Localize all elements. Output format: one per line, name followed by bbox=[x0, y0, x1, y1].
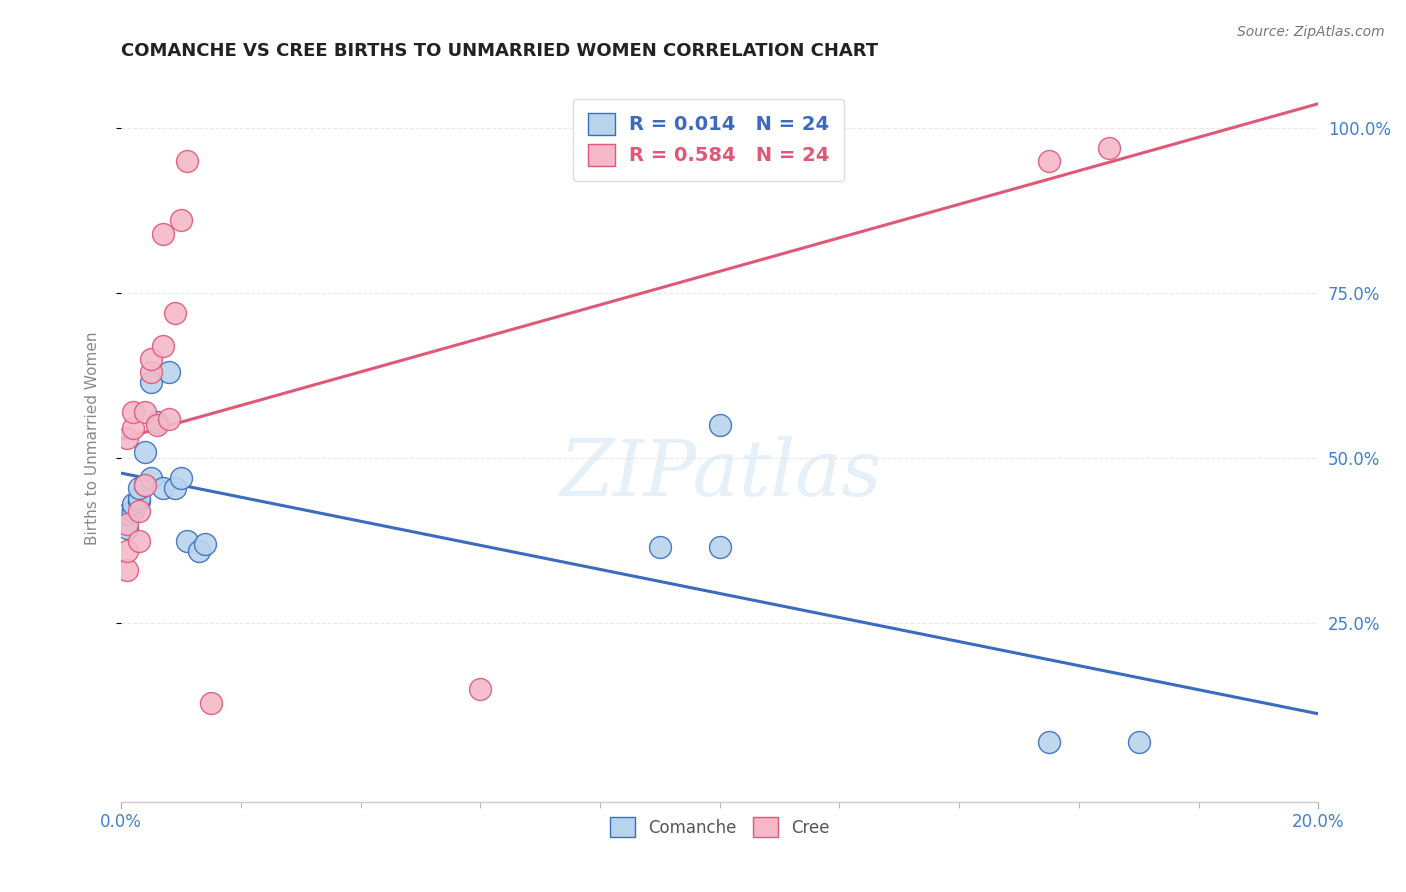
Point bbox=[115, 564, 138, 578]
Legend: Comanche, Cree: Comanche, Cree bbox=[603, 811, 837, 844]
Point bbox=[152, 227, 174, 241]
Point bbox=[139, 352, 162, 367]
Point bbox=[709, 541, 731, 555]
Point bbox=[170, 213, 193, 227]
Point bbox=[122, 421, 145, 435]
Text: ZIPatlas: ZIPatlas bbox=[558, 436, 882, 513]
Point bbox=[152, 481, 174, 495]
Y-axis label: Births to Unmarried Women: Births to Unmarried Women bbox=[86, 332, 100, 545]
Point bbox=[134, 444, 156, 458]
Point bbox=[157, 411, 180, 425]
Point bbox=[115, 543, 138, 558]
Point bbox=[163, 481, 186, 495]
Text: COMANCHE VS CREE BIRTHS TO UNMARRIED WOMEN CORRELATION CHART: COMANCHE VS CREE BIRTHS TO UNMARRIED WOM… bbox=[121, 42, 879, 60]
Point bbox=[648, 141, 671, 155]
Point bbox=[1038, 735, 1060, 749]
Point bbox=[128, 533, 150, 548]
Point bbox=[139, 471, 162, 485]
Point bbox=[139, 376, 162, 390]
Point bbox=[115, 517, 138, 532]
Point bbox=[1038, 154, 1060, 169]
Point bbox=[134, 477, 156, 491]
Point bbox=[128, 481, 150, 495]
Point bbox=[170, 471, 193, 485]
Point bbox=[134, 477, 156, 491]
Point bbox=[134, 405, 156, 419]
Point bbox=[128, 494, 150, 508]
Point bbox=[176, 533, 198, 548]
Point bbox=[115, 508, 138, 522]
Point bbox=[163, 306, 186, 320]
Point bbox=[146, 418, 169, 433]
Point bbox=[1128, 735, 1150, 749]
Point bbox=[1098, 141, 1121, 155]
Point bbox=[128, 504, 150, 518]
Point bbox=[122, 405, 145, 419]
Point bbox=[115, 431, 138, 445]
Point bbox=[139, 365, 162, 379]
Point bbox=[157, 365, 180, 379]
Point bbox=[146, 415, 169, 429]
Point bbox=[709, 418, 731, 433]
Point bbox=[122, 504, 145, 518]
Point bbox=[187, 543, 209, 558]
Point bbox=[194, 537, 217, 551]
Point bbox=[648, 541, 671, 555]
Point bbox=[200, 696, 222, 710]
Point bbox=[122, 497, 145, 511]
Point bbox=[176, 154, 198, 169]
Text: Source: ZipAtlas.com: Source: ZipAtlas.com bbox=[1237, 25, 1385, 39]
Point bbox=[128, 491, 150, 505]
Point bbox=[470, 682, 492, 697]
Point bbox=[152, 339, 174, 353]
Point bbox=[115, 520, 138, 534]
